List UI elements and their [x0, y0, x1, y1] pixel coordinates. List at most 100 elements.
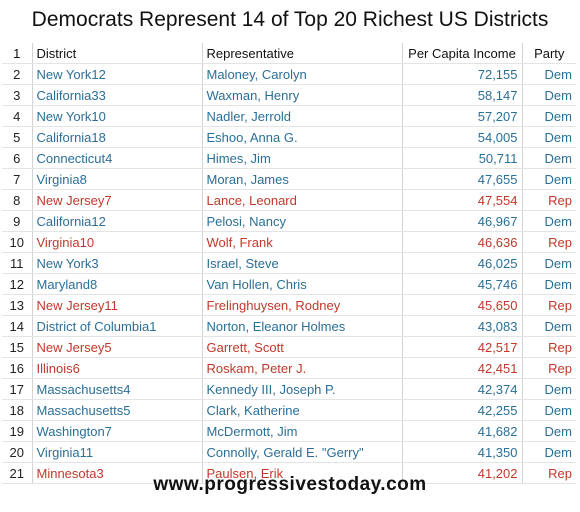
- party-cell: Dem: [522, 147, 576, 169]
- representative-cell: McDermott, Jim: [202, 420, 403, 442]
- representative-cell: Himes, Jim: [202, 147, 403, 169]
- income-cell: 46,636: [402, 231, 523, 253]
- party-cell: Rep: [522, 357, 576, 379]
- table-row: 20 Virginia11 Connolly, Gerald E. "Gerry" 4…: [2, 441, 576, 463]
- representative-cell: Lance, Leonard: [202, 189, 403, 211]
- district-cell: Minnesota3: [32, 462, 203, 484]
- district-cell: New York10: [32, 105, 203, 127]
- representative-cell: Waxman, Henry: [202, 84, 403, 106]
- row-number: 10: [2, 231, 33, 253]
- page-title: Democrats Represent 14 of Top 20 Richest…: [31, 8, 549, 31]
- district-cell: Virginia8: [32, 168, 203, 190]
- district-cell: California18: [32, 126, 203, 148]
- representative-cell: Van Hollen, Chris: [202, 273, 403, 295]
- table-row: 6 Connecticut4 Himes, Jim 50,711 Dem: [2, 147, 576, 169]
- table-header-row: 1 District Representative Per Capita Inc…: [2, 43, 576, 64]
- row-number: 21: [2, 462, 33, 484]
- district-cell: Connecticut4: [32, 147, 203, 169]
- table-row: 21 Minnesota3 Paulsen, Erik 41,202 Rep: [2, 462, 576, 484]
- income-cell: 47,655: [402, 168, 523, 190]
- party-cell: Dem: [522, 378, 576, 400]
- table-row: 2 New York12 Maloney, Carolyn 72,155 Dem: [2, 63, 576, 85]
- table-row: 8 New Jersey7 Lance, Leonard 47,554 Rep: [2, 189, 576, 211]
- income-cell: 46,967: [402, 210, 523, 232]
- representative-cell: Garrett, Scott: [202, 336, 403, 358]
- representative-cell: Connolly, Gerald E. "Gerry": [202, 441, 403, 463]
- income-cell: 41,682: [402, 420, 523, 442]
- representative-cell: Maloney, Carolyn: [202, 63, 403, 85]
- row-number: 3: [2, 84, 33, 106]
- party-cell: Dem: [522, 105, 576, 127]
- row-number: 20: [2, 441, 33, 463]
- district-cell: New York3: [32, 252, 203, 274]
- district-cell: Illinois6: [32, 357, 203, 379]
- income-cell: 42,374: [402, 378, 523, 400]
- party-cell: Dem: [522, 63, 576, 85]
- table-row: 18 Massachusetts5 Clark, Katherine 42,255 De…: [2, 399, 576, 421]
- party-cell: Dem: [522, 168, 576, 190]
- district-cell: Massachusetts4: [32, 378, 203, 400]
- table-row: 13 New Jersey11 Frelinghuysen, Rodney 45,65…: [2, 294, 576, 316]
- representative-cell: Kennedy III, Joseph P.: [202, 378, 403, 400]
- row-number: 4: [2, 105, 33, 127]
- row-number: 17: [2, 378, 33, 400]
- party-cell: Rep: [522, 462, 576, 484]
- income-cell: 47,554: [402, 189, 523, 211]
- district-cell: District of Columbia1: [32, 315, 203, 337]
- district-cell: New Jersey5: [32, 336, 203, 358]
- table-row: 5 California18 Eshoo, Anna G. 54,005 Dem: [2, 126, 576, 148]
- party-cell: Rep: [522, 294, 576, 316]
- district-cell: Maryland8: [32, 273, 203, 295]
- party-cell: Dem: [522, 399, 576, 421]
- column-header-income: Per Capita Income: [402, 43, 523, 64]
- row-number: 9: [2, 210, 33, 232]
- income-cell: 72,155: [402, 63, 523, 85]
- district-cell: California12: [32, 210, 203, 232]
- party-cell: Rep: [522, 231, 576, 253]
- district-cell: New Jersey11: [32, 294, 203, 316]
- table-row: 10 Virginia10 Wolf, Frank 46,636 Rep: [2, 231, 576, 253]
- district-cell: New Jersey7: [32, 189, 203, 211]
- representative-cell: Roskam, Peter J.: [202, 357, 403, 379]
- table-row: 15 New Jersey5 Garrett, Scott 42,517 Rep: [2, 336, 576, 358]
- row-number: 15: [2, 336, 33, 358]
- representative-cell: Pelosi, Nancy: [202, 210, 403, 232]
- row-number: 16: [2, 357, 33, 379]
- representative-cell: Nadler, Jerrold: [202, 105, 403, 127]
- district-cell: New York12: [32, 63, 203, 85]
- party-cell: Dem: [522, 420, 576, 442]
- representative-cell: Wolf, Frank: [202, 231, 403, 253]
- row-number: 1: [2, 43, 33, 64]
- party-cell: Dem: [522, 126, 576, 148]
- footer-url: www.progressivestoday.com: [153, 474, 427, 495]
- districts-table: 1 District Representative Per Capita Inc…: [2, 43, 576, 484]
- table-row: 14 District of Columbia1 Norton, Eleanor H…: [2, 315, 576, 337]
- table-row: 4 New York10 Nadler, Jerrold 57,207 Dem: [2, 105, 576, 127]
- representative-cell: Paulsen, Erik: [202, 462, 403, 484]
- representative-cell: Moran, James: [202, 168, 403, 190]
- income-cell: 42,517: [402, 336, 523, 358]
- row-number: 8: [2, 189, 33, 211]
- party-cell: Rep: [522, 336, 576, 358]
- income-cell: 42,255: [402, 399, 523, 421]
- row-number: 14: [2, 315, 33, 337]
- table-row: 16 Illinois6 Roskam, Peter J. 42,451 Rep: [2, 357, 576, 379]
- income-cell: 57,207: [402, 105, 523, 127]
- row-number: 18: [2, 399, 33, 421]
- table-row: 17 Massachusetts4 Kennedy III, Joseph P. 42…: [2, 378, 576, 400]
- row-number: 19: [2, 420, 33, 442]
- income-cell: 45,746: [402, 273, 523, 295]
- table-row: 11 New York3 Israel, Steve 46,025 Dem: [2, 252, 576, 274]
- representative-cell: Norton, Eleanor Holmes: [202, 315, 403, 337]
- row-number: 12: [2, 273, 33, 295]
- income-cell: 54,005: [402, 126, 523, 148]
- column-header-representative: Representative: [202, 43, 403, 64]
- income-cell: 45,650: [402, 294, 523, 316]
- income-cell: 41,202: [402, 462, 523, 484]
- row-number: 5: [2, 126, 33, 148]
- row-number: 13: [2, 294, 33, 316]
- table-row: 9 California12 Pelosi, Nancy 46,967 Dem: [2, 210, 576, 232]
- party-cell: Dem: [522, 315, 576, 337]
- income-cell: 41,350: [402, 441, 523, 463]
- column-header-district: District: [32, 43, 203, 64]
